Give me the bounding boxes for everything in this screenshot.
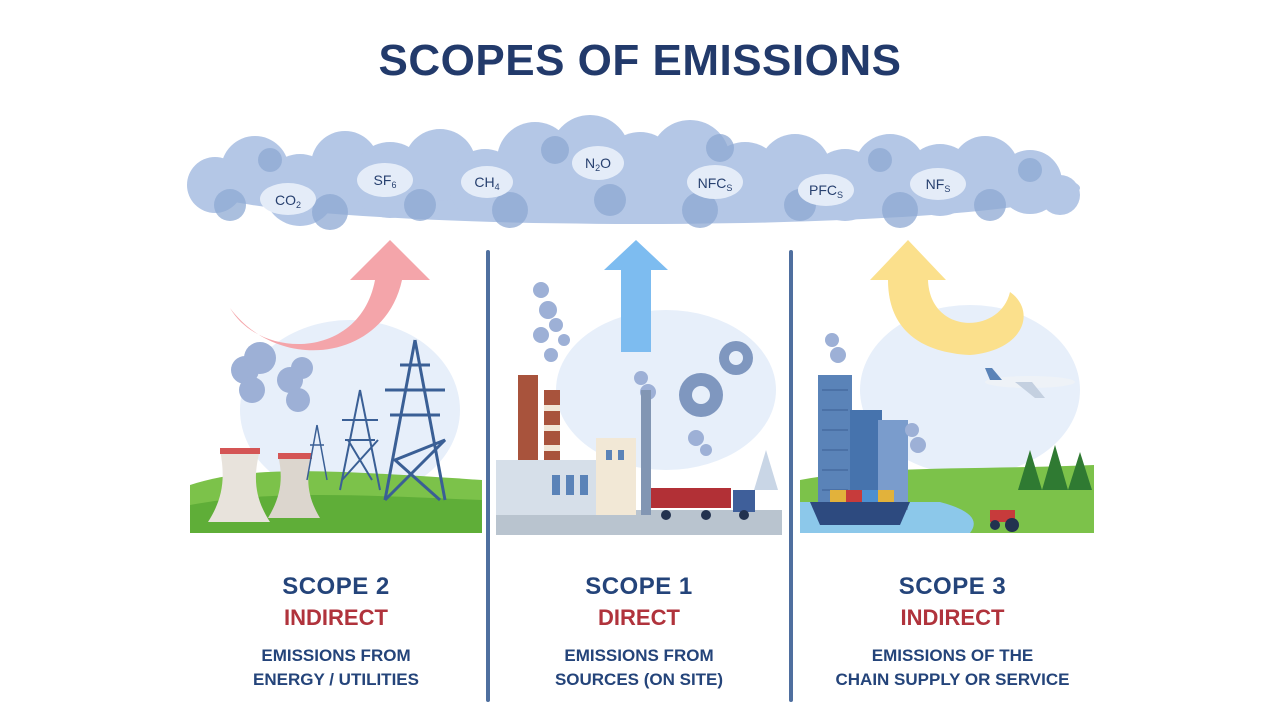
page-title: SCOPES OF EMISSIONS <box>378 36 902 85</box>
gas-label-sf6: SF6 <box>373 172 397 190</box>
cooling-tower-left <box>208 450 270 522</box>
emissions-cloud <box>187 115 1080 230</box>
gas-label-nfs: NFS <box>925 176 951 194</box>
scope1-caption: SCOPE 1 DIRECT EMISSIONS FROM SOURCES (O… <box>496 572 782 692</box>
scope1-description: EMISSIONS FROM SOURCES (ON SITE) <box>554 646 724 689</box>
scope2-title: SCOPE 2 <box>282 573 390 600</box>
scope1-straight-arrow <box>604 240 668 352</box>
truck <box>651 488 755 520</box>
scope2-illustration <box>190 240 482 533</box>
tractor <box>990 510 1019 532</box>
panel-divider-right <box>789 250 793 702</box>
trees <box>1018 445 1092 490</box>
gas-label-pfcs: PFCS <box>808 182 844 200</box>
cooling-tower-right <box>268 455 320 518</box>
scope3-illustration <box>800 240 1094 533</box>
scope2-type: INDIRECT <box>284 605 388 630</box>
scope1-illustration <box>496 240 782 535</box>
scope1-type: DIRECT <box>598 605 680 630</box>
scope3-description: EMISSIONS OF THE CHAIN SUPPLY OR SERVICE <box>835 646 1070 689</box>
scope2-description: EMISSIONS FROM ENERGY / UTILITIES <box>253 646 419 689</box>
power-pylon-medium <box>339 389 381 491</box>
gas-label-nfcs: NFCS <box>697 175 733 193</box>
airplane <box>985 368 1075 398</box>
panel-divider-left <box>486 250 490 702</box>
scope3-caption: SCOPE 3 INDIRECT EMISSIONS OF THE CHAIN … <box>800 572 1105 692</box>
gas-label-n2o: N2O <box>584 155 612 173</box>
scope3-type: INDIRECT <box>900 605 1005 630</box>
gas-label-ch4: CH4 <box>474 174 500 192</box>
gas-label-co2: CO2 <box>274 192 302 210</box>
scope1-title: SCOPE 1 <box>585 573 693 600</box>
power-pylon-large <box>383 339 447 502</box>
scope3-curved-arrow <box>870 240 1024 355</box>
power-pylon-small <box>306 424 328 481</box>
skyscraper-1 <box>818 375 852 510</box>
scope2-caption: SCOPE 2 INDIRECT EMISSIONS FROM ENERGY /… <box>190 572 482 692</box>
scope2-curved-arrow <box>230 240 430 351</box>
scope3-title: SCOPE 3 <box>898 573 1007 600</box>
cargo-ship <box>810 490 910 525</box>
